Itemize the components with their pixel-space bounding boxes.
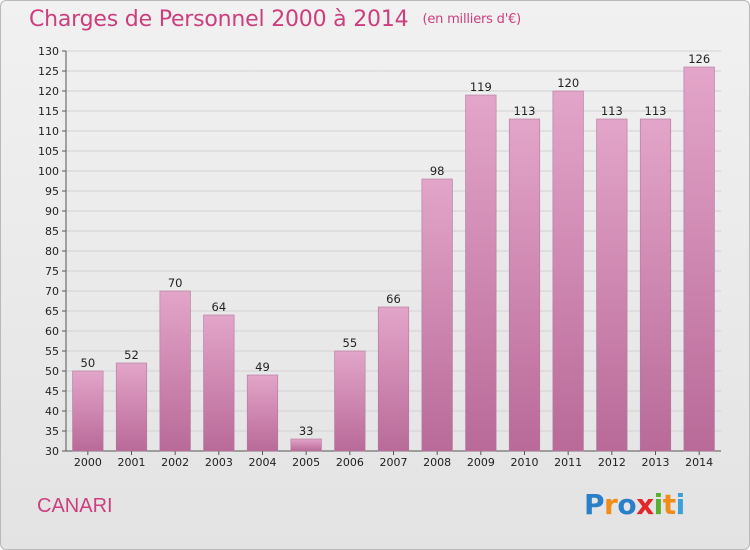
bar-2007 — [377, 306, 410, 452]
bar-2001 — [115, 362, 148, 452]
bar-2014 — [683, 66, 715, 452]
logo-letter: x — [636, 488, 654, 521]
y-tick-label: 35 — [45, 425, 59, 438]
y-tick-label: 115 — [38, 105, 59, 118]
y-tick-label: 60 — [45, 325, 59, 338]
title-text: Charges de Personnel 2000 à 2014 — [29, 7, 409, 32]
y-tick-label: 65 — [45, 305, 59, 318]
logo-letter: t — [662, 488, 676, 521]
bar-2012 — [596, 118, 628, 452]
value-label: 113 — [645, 104, 667, 118]
value-label: 70 — [168, 276, 183, 290]
x-tick-label: 2009 — [467, 456, 495, 469]
y-tick-label: 40 — [45, 405, 59, 418]
bar-2013 — [639, 118, 672, 452]
x-tick-label: 2005 — [292, 456, 320, 469]
logo-letter: i — [675, 488, 686, 521]
value-label: 49 — [255, 360, 270, 374]
x-tick-label: 2006 — [336, 456, 364, 469]
y-tick-label: 110 — [38, 125, 59, 138]
y-tick-label: 85 — [45, 225, 59, 238]
x-tick-label: 2000 — [74, 456, 102, 469]
x-tick-label: 2013 — [642, 456, 670, 469]
y-tick-label: 45 — [45, 385, 59, 398]
x-tick-label: 2011 — [554, 456, 582, 469]
x-tick-label: 2007 — [380, 456, 408, 469]
y-tick-label: 50 — [45, 365, 59, 378]
chart-title: Charges de Personnel 2000 à 2014 (en mill… — [29, 7, 521, 32]
value-label: 119 — [470, 80, 492, 94]
y-tick-label: 125 — [38, 65, 59, 78]
bars — [72, 66, 715, 452]
x-tick-label: 2003 — [205, 456, 233, 469]
bar-2006 — [334, 350, 366, 452]
value-label: 52 — [124, 348, 139, 362]
x-tick-label: 2008 — [423, 456, 451, 469]
x-tick-label: 2010 — [511, 456, 539, 469]
bar-2011 — [552, 90, 584, 452]
x-tick-label: 2001 — [118, 456, 146, 469]
y-tick-label: 70 — [45, 285, 59, 298]
proxiti-logo: Proxiti — [584, 488, 685, 521]
logo-letter: i — [653, 488, 664, 521]
value-label: 113 — [601, 104, 623, 118]
bar-2009 — [465, 94, 497, 452]
value-label: 55 — [343, 336, 358, 350]
value-label: 33 — [299, 424, 314, 438]
logo-letter: r — [604, 488, 618, 521]
bar-2002 — [159, 290, 191, 452]
value-label: 126 — [688, 52, 710, 66]
value-label: 98 — [430, 164, 445, 178]
y-tick-label: 55 — [45, 345, 59, 358]
value-label: 113 — [514, 104, 536, 118]
logo-letter: o — [617, 488, 637, 521]
y-tick-label: 90 — [45, 205, 59, 218]
value-label: 120 — [557, 76, 579, 90]
y-tick-label: 120 — [38, 85, 59, 98]
bar-2004 — [246, 374, 279, 452]
value-label: 64 — [212, 300, 227, 314]
place-name: CANARI — [37, 495, 113, 517]
bar-2005 — [290, 438, 322, 452]
bar-2010 — [508, 118, 541, 452]
logo-letter: P — [584, 488, 605, 521]
x-tick-label: 2014 — [685, 456, 713, 469]
labels: 30 35 40 45 50 55 60 65 70 75 80 85 90 95 100 105 110 115… — [38, 45, 713, 469]
bar-2003 — [203, 314, 235, 452]
bar-2008 — [421, 178, 453, 452]
x-tick-label: 2004 — [249, 456, 277, 469]
value-label: 66 — [386, 292, 401, 306]
y-tick-label: 130 — [38, 45, 59, 58]
y-tick-label: 105 — [38, 145, 59, 158]
y-tick-label: 75 — [45, 265, 59, 278]
y-tick-label: 80 — [45, 245, 59, 258]
x-tick-label: 2002 — [161, 456, 189, 469]
y-tick-label: 30 — [45, 445, 59, 458]
y-tick-label: 95 — [45, 185, 59, 198]
y-tick-label: 100 — [38, 165, 59, 178]
value-label: 50 — [81, 356, 96, 370]
bar-2000 — [72, 370, 104, 452]
x-tick-label: 2012 — [598, 456, 626, 469]
chart-subtitle: (en milliers d'€) — [422, 12, 522, 27]
